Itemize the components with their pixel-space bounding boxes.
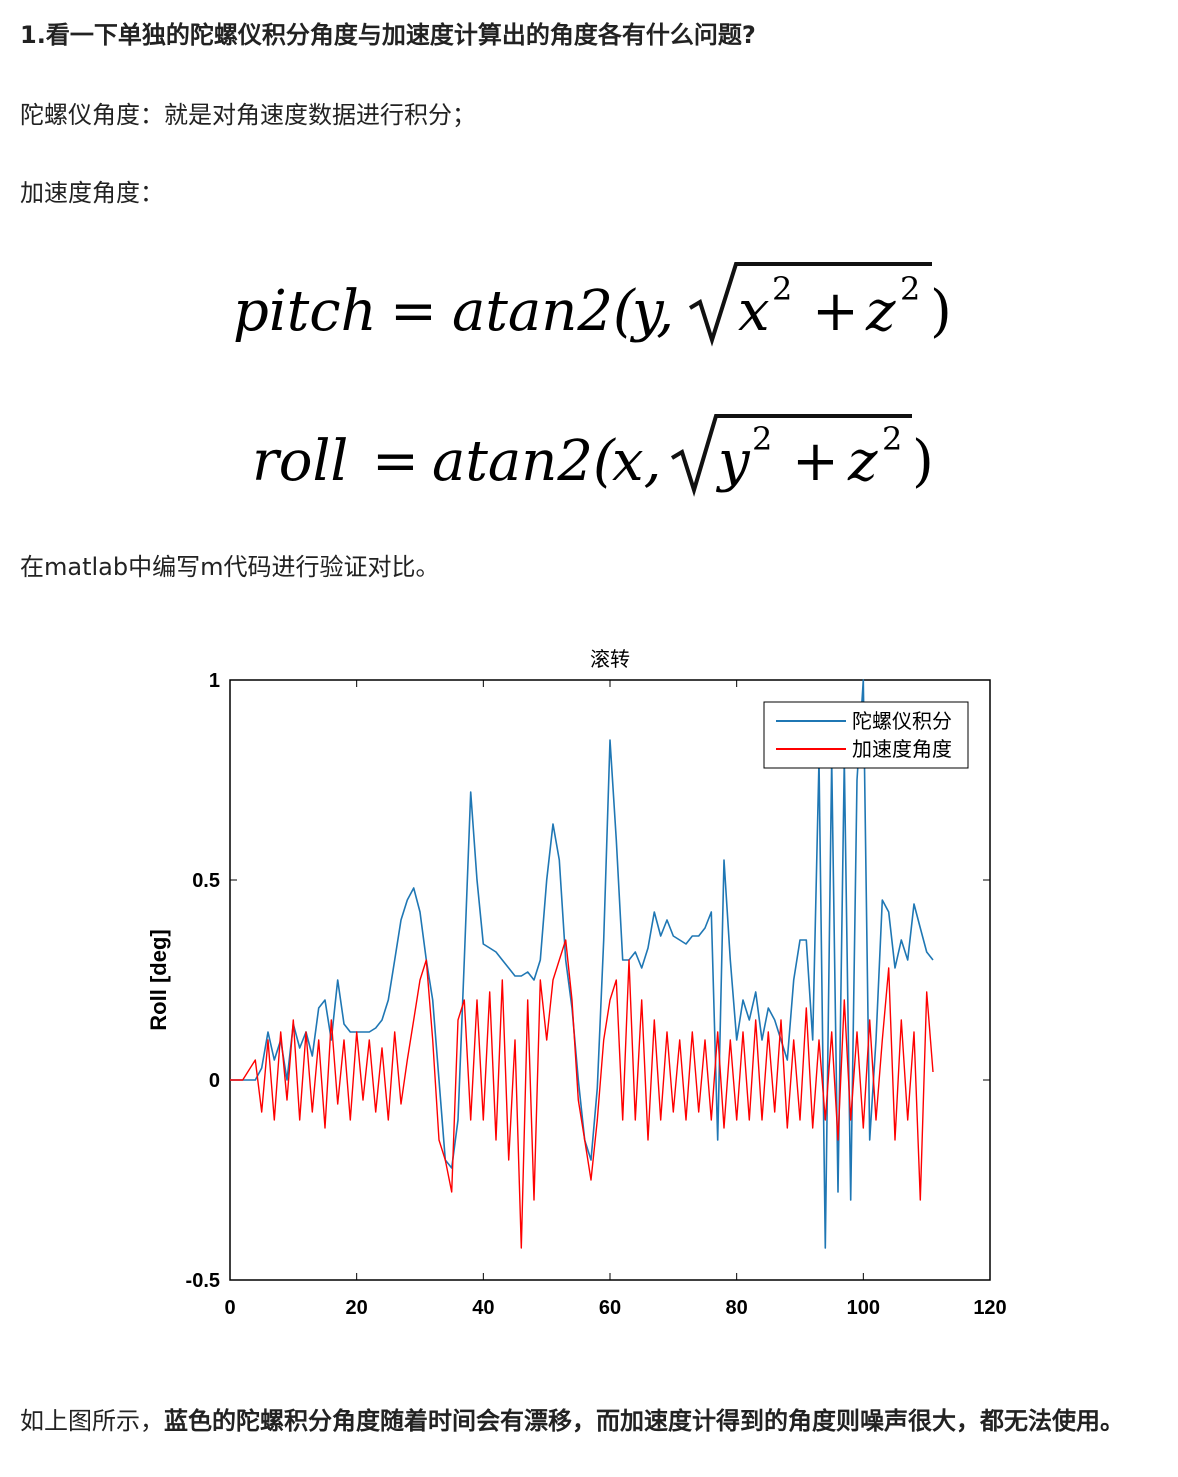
pitch-close: ): [930, 279, 952, 344]
roll-plus: +: [792, 429, 839, 494]
chart-title: 滚转: [590, 648, 630, 671]
x-tick-label: 80: [726, 1297, 748, 1319]
pitch-rad-b: z: [865, 279, 896, 344]
pitch-arg1: y,: [629, 279, 674, 344]
conclusion-bold: 蓝色的陀螺积分角度随着时间会有漂移，而加速度计得到的角度则噪声很大，都无法使用。: [164, 1407, 1124, 1435]
roll-rad-b: z: [847, 429, 878, 494]
legend-label-gyro: 陀螺仪积分: [852, 710, 952, 733]
legend-label-accel: 加速度角度: [852, 738, 952, 761]
roll-exp-a: 2: [752, 420, 772, 458]
plot-frame: [229, 679, 991, 1281]
pitch-equals: =: [390, 279, 437, 344]
roll-lhs: roll: [252, 429, 348, 494]
roll-equals: =: [372, 429, 419, 494]
y-tick-label: 0.5: [192, 870, 220, 892]
gyro-angle-text: 陀螺仪角度：就是对角速度数据进行积分；: [20, 101, 476, 129]
roll-rad-a: y: [715, 429, 751, 494]
pitch-plus: +: [812, 279, 859, 344]
roll-chart: 滚转 Roll [deg] 0 20 40 60 80 100 120-0.500.51 陀…: [146, 648, 1007, 1319]
y-axis-label: Roll [deg]: [146, 929, 171, 1030]
heading: 1.看一下单独的陀螺仪积分角度与加速度计算出的角度各有什么问题?: [20, 21, 756, 49]
legend: 陀螺仪积分 加速度角度: [763, 701, 969, 769]
pitch-formula: pitch = atan2( y, x 2 + z 2 ): [0, 260, 1178, 374]
legend-box: [763, 701, 969, 769]
x-tick-label: 20: [346, 1297, 368, 1319]
conclusion-prefix: 如上图所示，: [20, 1407, 164, 1435]
x-tick-label: 40: [472, 1297, 494, 1319]
sqrt-sign: [670, 414, 912, 497]
roll-exp-b: 2: [882, 420, 902, 458]
accel-angle-text: 加速度角度：: [20, 179, 164, 207]
pitch-lhs: pitch: [233, 279, 377, 344]
series-line-gyro: [230, 679, 934, 1249]
roll-formula: roll = atan2( x, y 2 + z 2 ): [0, 412, 1178, 526]
pitch-exp-b: 2: [900, 270, 920, 308]
y-tick-label: 0: [209, 1070, 220, 1092]
pitch-exp-a: 2: [772, 270, 792, 308]
sqrt-sign: [688, 262, 932, 347]
matlab-text: 在matlab中编写m代码进行验证对比。: [20, 553, 440, 581]
roll-close: ): [912, 429, 934, 494]
x-tick-label: 0: [224, 1297, 235, 1319]
roll-arg1: x,: [612, 429, 661, 494]
roll-fn: atan2(: [432, 429, 616, 494]
x-tick-label: 60: [599, 1297, 621, 1319]
series-line-accel: [230, 939, 934, 1249]
pitch-fn: atan2(: [452, 279, 636, 344]
x-tick-label: 120: [973, 1297, 1006, 1319]
y-tick-label: 1: [209, 670, 220, 692]
pitch-rad-a: x: [738, 279, 770, 344]
conclusion-text: 如上图所示，蓝色的陀螺积分角度随着时间会有漂移，而加速度计得到的角度则噪声很大，…: [20, 1400, 1160, 1442]
x-tick-label: 100: [847, 1297, 880, 1319]
y-tick-label: -0.5: [186, 1270, 220, 1292]
